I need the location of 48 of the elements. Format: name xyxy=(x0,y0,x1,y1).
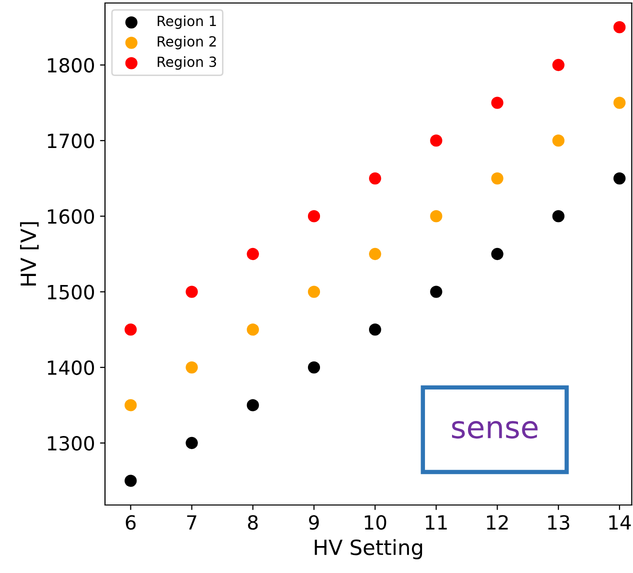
x-tick-label: 9 xyxy=(309,515,319,530)
point xyxy=(552,58,564,72)
y-tick-label: 1300 xyxy=(48,436,94,451)
x-tick-label: 8 xyxy=(248,515,258,530)
annotation: sense xyxy=(452,421,538,439)
x-tick-label: 13 xyxy=(548,515,570,530)
point xyxy=(308,286,320,298)
x-tick-label: 6 xyxy=(126,515,136,530)
x-tick-label: 7 xyxy=(187,515,196,530)
y-tick-label: 1400 xyxy=(48,360,94,376)
point xyxy=(430,210,442,222)
x-tick-label: 14 xyxy=(609,515,631,530)
point xyxy=(552,210,564,222)
y-tick-label: 1600 xyxy=(48,209,94,224)
point xyxy=(613,96,626,109)
y-axis-title: HV [V] xyxy=(20,222,39,286)
point xyxy=(430,286,442,298)
point xyxy=(369,248,382,260)
point xyxy=(491,248,504,260)
point xyxy=(369,324,382,336)
x-tick-label: 10 xyxy=(364,515,386,530)
point xyxy=(186,286,198,298)
x-axis-title: HV Setting xyxy=(314,539,422,560)
point xyxy=(186,361,198,374)
point xyxy=(491,172,504,184)
point xyxy=(369,172,382,184)
point xyxy=(124,324,137,336)
point xyxy=(246,399,259,412)
legend-label: Region 3 xyxy=(158,56,216,70)
x-tick-label: 12 xyxy=(487,515,508,530)
y-tick-label: 1800 xyxy=(48,58,94,73)
y-tick-label: 1700 xyxy=(48,134,94,148)
point xyxy=(491,96,504,109)
point xyxy=(613,172,626,184)
point xyxy=(613,21,626,34)
point xyxy=(308,210,320,222)
point xyxy=(430,134,442,147)
legend-label: Region 2 xyxy=(158,36,216,50)
point xyxy=(186,436,198,450)
x-tick-label: 11 xyxy=(426,515,447,530)
legend-label: Region 1 xyxy=(158,16,216,29)
point xyxy=(246,248,259,260)
point xyxy=(124,474,137,487)
y-tick-label: 1500 xyxy=(48,284,94,300)
point xyxy=(308,361,320,374)
point xyxy=(246,324,259,336)
point xyxy=(552,134,564,147)
point xyxy=(124,399,137,412)
